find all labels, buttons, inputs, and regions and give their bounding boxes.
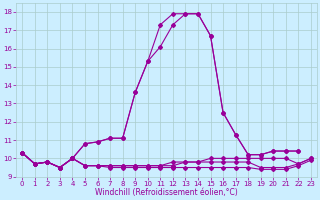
X-axis label: Windchill (Refroidissement éolien,°C): Windchill (Refroidissement éolien,°C): [95, 188, 238, 197]
